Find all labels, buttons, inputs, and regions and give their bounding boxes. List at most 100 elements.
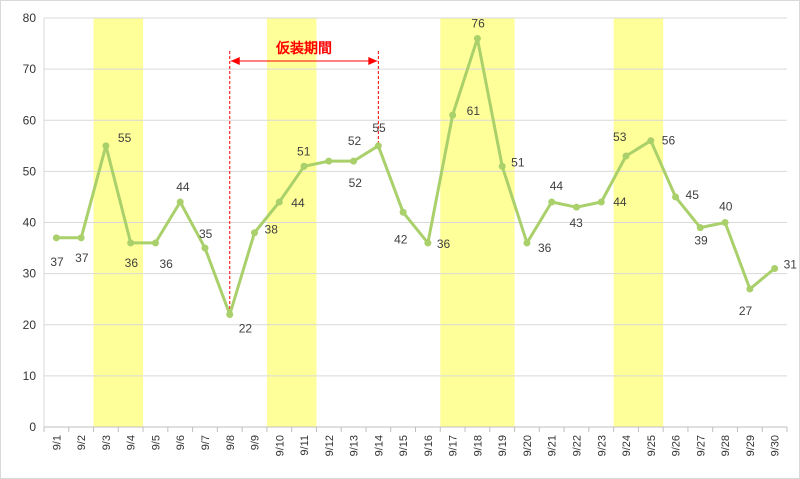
data-point-9-11 [300,162,308,170]
x-tick-label-9-30: 9/30 [770,435,782,456]
data-point-9-22 [572,203,580,211]
x-tick-label-9-29: 9/29 [745,435,757,456]
data-point-9-9 [251,229,259,237]
annotation-arrow-right-head [368,57,378,65]
x-tick-label-9-19: 9/19 [497,435,509,456]
data-point-9-26 [672,193,680,201]
data-point-9-30 [771,265,779,273]
series-line [54,37,777,316]
y-tick-label-50: 50 [23,164,37,178]
data-point-9-14 [374,142,382,150]
x-tick-label-9-4: 9/4 [126,435,138,450]
data-point-9-24 [622,152,630,160]
data-label-9-17: 61 [467,104,481,118]
data-point-9-13 [350,157,358,165]
data-label-9-6: 44 [176,180,190,194]
data-point-9-3 [102,142,110,150]
x-tick-label-9-6: 9/6 [175,435,187,450]
x-tick-label-9-18: 9/18 [472,435,484,456]
data-label-9-24: 53 [613,130,627,144]
data-label-9-28: 40 [719,200,733,214]
data-label-9-9: 38 [265,223,279,237]
data-point-9-15 [399,208,407,216]
data-point-9-2 [77,234,85,242]
x-tick-label-9-26: 9/26 [671,435,683,456]
data-point-9-18 [473,34,481,42]
data-label-9-2: 37 [75,251,89,265]
data-label-9-29: 27 [739,304,753,318]
data-point-9-7 [201,244,209,252]
data-label-9-11: 51 [297,144,311,158]
x-tick-label-9-23: 9/23 [596,435,608,456]
data-point-9-20 [523,239,531,247]
x-tick-label-9-24: 9/24 [621,435,633,456]
data-label-9-30: 31 [784,258,798,272]
data-point-9-6 [176,198,184,206]
x-tick-label-9-12: 9/12 [324,435,336,456]
x-tick-label-9-14: 9/14 [373,435,385,456]
x-tick-label-9-27: 9/27 [695,435,707,456]
x-tick-label-9-20: 9/20 [522,435,534,456]
data-point-9-16 [424,239,432,247]
x-tick-label-9-7: 9/7 [200,435,212,450]
x-tick-label-9-25: 9/25 [646,435,658,456]
data-label-9-12: 52 [348,134,362,148]
y-tick-label-40: 40 [23,216,37,230]
data-point-9-28 [721,219,729,226]
data-label-9-25: 56 [662,134,676,148]
data-point-9-29 [746,285,754,293]
x-tick-label-9-9: 9/9 [250,435,262,450]
x-tick-label-9-11: 9/11 [299,435,311,456]
x-tick-label-9-22: 9/22 [571,435,583,456]
data-label-9-5: 36 [159,257,173,271]
data-label-9-27: 39 [694,234,708,248]
data-label-9-1: 37 [50,255,64,269]
data-label-9-18: 76 [471,16,485,30]
data-label-9-23: 44 [613,195,627,209]
y-tick-label-60: 60 [23,113,37,127]
x-tick-label-9-3: 9/3 [101,435,113,450]
y-tick-label-0: 0 [29,420,36,434]
y-tick-label-70: 70 [23,62,37,76]
data-point-9-5 [151,239,159,247]
data-point-9-25 [647,137,655,145]
x-tick-label-9-16: 9/16 [423,435,435,456]
y-tick-label-80: 80 [23,11,37,25]
x-tick-label-9-10: 9/10 [274,435,286,456]
data-label-9-22: 43 [569,216,583,230]
x-tick-label-9-21: 9/21 [547,435,559,456]
data-label-9-21: 44 [550,179,564,193]
x-tick-label-9-5: 9/5 [150,435,162,450]
x-tick-label-9-1: 9/1 [51,435,63,450]
data-label-9-20: 36 [538,241,552,255]
x-tick-label-9-8: 9/8 [225,435,237,450]
data-point-9-19 [498,162,506,170]
data-label-9-8: 22 [239,322,253,336]
x-tick-label-9-2: 9/2 [76,435,88,450]
y-tick-label-10: 10 [23,369,37,383]
y-tick-label-30: 30 [23,267,37,281]
data-point-9-12 [325,157,333,165]
data-label-9-3: 55 [118,131,132,145]
data-label-9-7: 35 [199,227,213,241]
data-label-9-19: 51 [511,155,525,169]
data-point-9-21 [548,198,556,206]
x-tick-label-9-17: 9/17 [448,435,460,456]
x-tick-label-9-13: 9/13 [349,435,361,456]
data-point-9-1 [52,234,60,242]
data-point-9-4 [127,239,135,247]
data-point-9-10 [275,198,283,206]
data-point-9-17 [449,111,457,119]
data-label-9-26: 45 [686,188,700,202]
annotation-arrow-left-head [230,57,240,65]
data-point-9-8 [226,311,234,319]
annotation-label: 仮装期間 [275,40,332,56]
data-point-9-27 [696,224,704,232]
data-label-9-4: 36 [125,256,139,270]
data-label-9-15: 42 [394,232,408,246]
data-label-9-13: 52 [349,176,363,190]
data-point-9-23 [597,198,605,206]
x-tick-label-9-28: 9/28 [720,435,732,456]
